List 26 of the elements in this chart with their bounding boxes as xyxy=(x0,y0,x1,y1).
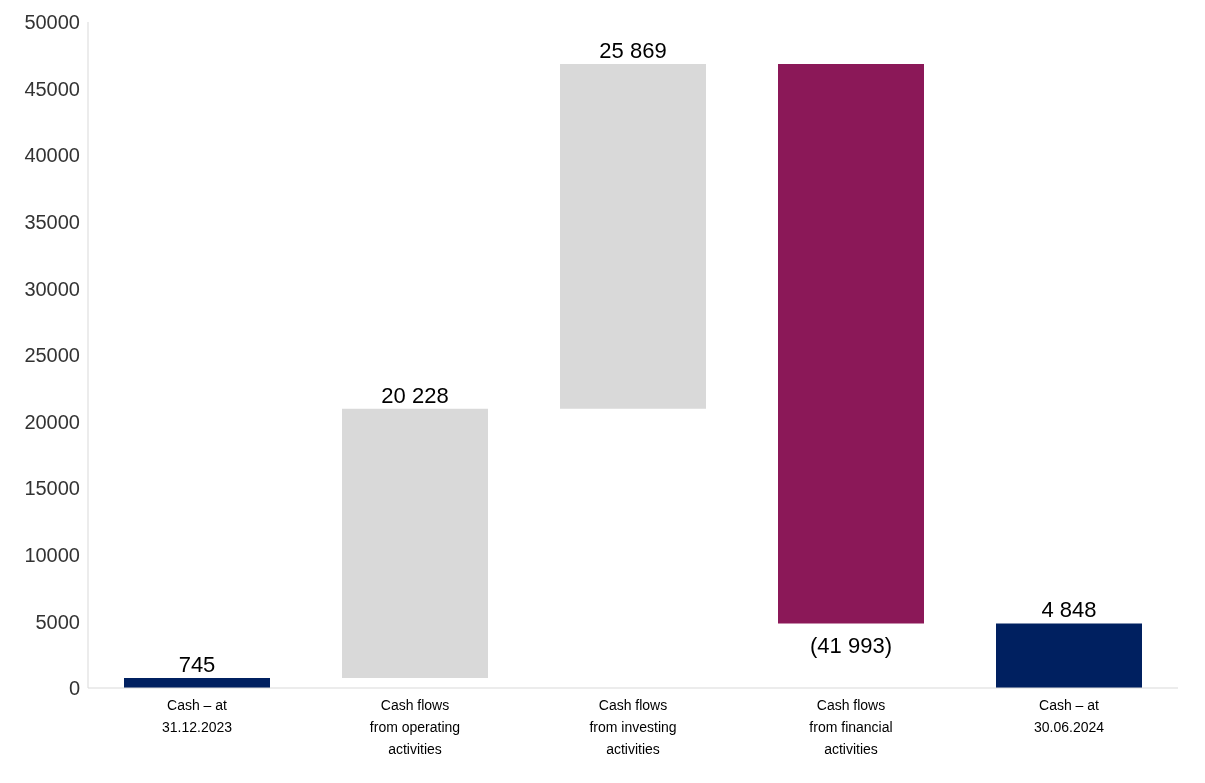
y-tick-label: 35000 xyxy=(24,210,80,233)
x-tick-label: Cash – at 30.06.2024 xyxy=(1033,697,1105,735)
x-tick-label: Cash – at 31.12.2023 xyxy=(161,697,233,735)
y-tick-label: 20000 xyxy=(24,410,80,433)
bar xyxy=(996,623,1142,688)
y-tick-label: 30000 xyxy=(24,277,80,300)
y-tick-label: 5000 xyxy=(35,610,80,633)
y-tick-label: 45000 xyxy=(24,77,80,100)
bar xyxy=(342,408,488,679)
data-label: 20 228 xyxy=(381,382,449,408)
x-tick-label: Cash flows from operating activities xyxy=(369,697,461,757)
data-label: 4 848 xyxy=(1041,597,1097,623)
bar xyxy=(778,64,924,624)
data-label: (41 993) xyxy=(810,633,892,659)
y-tick-label: 40000 xyxy=(24,144,80,167)
data-label: 745 xyxy=(178,652,216,678)
x-tick-label: Cash flows from investing activities xyxy=(589,697,677,757)
y-tick-label: 25000 xyxy=(24,344,80,367)
x-tick-label: Cash flows from financial activities xyxy=(809,697,893,757)
bar xyxy=(124,678,270,688)
y-tick-label: 50000 xyxy=(24,11,80,34)
y-tick-label: 15000 xyxy=(24,477,80,500)
y-tick-label: 0 xyxy=(68,677,80,700)
data-label: 25 869 xyxy=(599,38,667,64)
bar xyxy=(560,64,706,409)
y-tick-label: 10000 xyxy=(24,543,80,566)
